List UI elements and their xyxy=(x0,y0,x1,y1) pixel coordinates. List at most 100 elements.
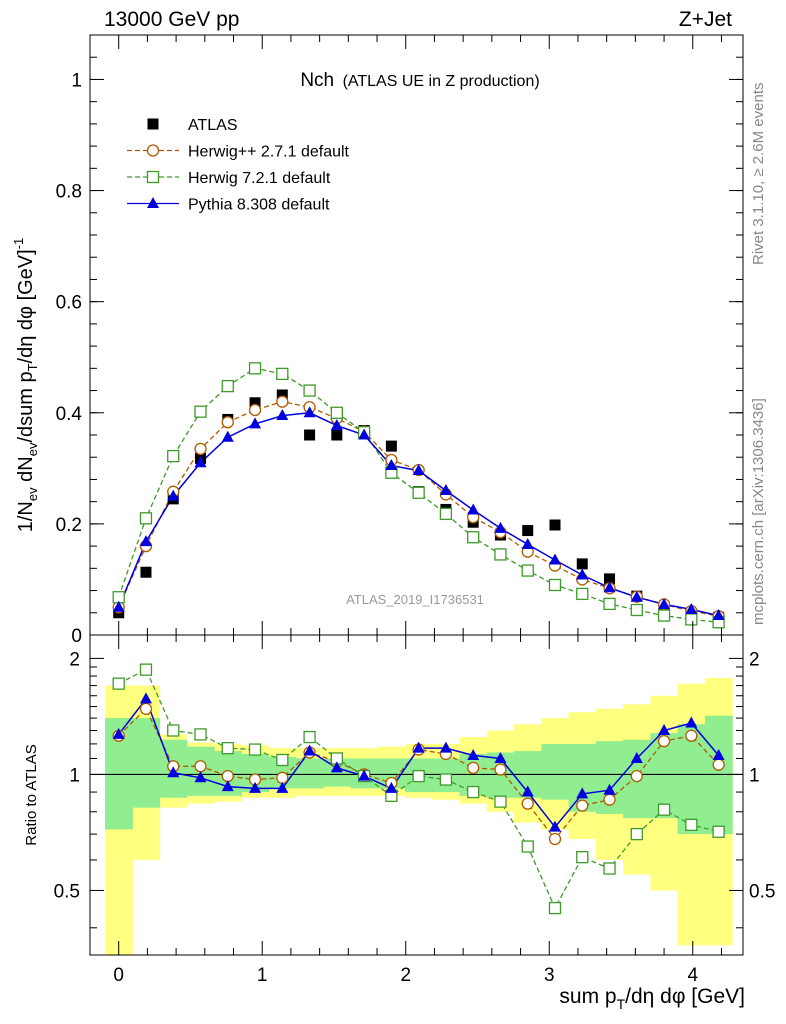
ratio-point-2-16 xyxy=(548,820,561,832)
ratio-point-2-7 xyxy=(303,744,316,756)
main-point-3-22 xyxy=(712,609,725,621)
main-point-3-17 xyxy=(576,568,589,580)
main-panel: 0 0.2 0.4 0.6 0.8 1 Nch (ATLAS UE in Z produc… xyxy=(11,34,744,647)
main-point-3-18 xyxy=(603,581,616,593)
ratio-point-1-4 xyxy=(221,741,234,755)
main-point-0-5 xyxy=(249,397,261,409)
ratio-point-1-15 xyxy=(521,840,534,853)
main-point-2-4 xyxy=(221,379,234,393)
ratio-point-2-22 xyxy=(712,748,725,760)
ratio-point-1-18 xyxy=(603,862,616,875)
ratio-ytick-label-0: 0.5 xyxy=(54,881,80,902)
legend-marker-2 xyxy=(146,170,160,184)
ratio-point-0-19 xyxy=(630,769,643,783)
ratio-point-1-13 xyxy=(467,785,480,799)
ratio-point-0-3 xyxy=(194,760,207,773)
main-point-2-19 xyxy=(630,603,643,617)
ratio-point-2-2 xyxy=(167,766,180,778)
ratio-point-1-7 xyxy=(303,730,316,744)
main-point-0-10 xyxy=(385,440,397,452)
main-point-3-9 xyxy=(358,428,371,440)
main-title-main: Nch xyxy=(300,70,334,91)
main-point-2-8 xyxy=(330,406,343,419)
ratio-ytick-label-right-2: 2 xyxy=(749,649,760,670)
ratio-y-ticks: 0.5 0.5 1 1 2 2 xyxy=(54,649,775,929)
ratio-point-1-22 xyxy=(712,825,725,838)
main-point-3-8 xyxy=(330,419,343,431)
main-point-2-18 xyxy=(603,597,616,611)
main-title-sub: (ATLAS UE in Z production) xyxy=(343,73,540,90)
main-point-2-20 xyxy=(657,609,671,622)
main-point-3-19 xyxy=(630,590,643,602)
ratio-point-2-4 xyxy=(221,780,234,792)
legend-marker-3 xyxy=(147,197,159,208)
main-point-3-10 xyxy=(385,459,398,471)
ratio-point-2-6 xyxy=(276,781,289,793)
xtick-label-3: 3 xyxy=(544,965,555,986)
ratio-series-line-1 xyxy=(118,668,719,910)
main-point-3-7 xyxy=(303,406,316,418)
ratio-point-2-20 xyxy=(658,724,671,736)
main-point-3-4 xyxy=(221,430,234,442)
ratio-point-2-12 xyxy=(439,741,452,753)
legend-marker-1 xyxy=(146,144,160,157)
main-point-3-1 xyxy=(139,535,152,547)
ratio-point-1-21 xyxy=(685,818,698,831)
main-point-2-17 xyxy=(576,587,589,601)
ratio-point-1-14 xyxy=(494,795,507,808)
ratio-point-1-12 xyxy=(439,773,453,786)
ratio-point-2-17 xyxy=(576,787,589,799)
ratio-point-2-10 xyxy=(385,781,398,793)
xtick-label-1: 1 xyxy=(257,965,268,986)
ratio-ytick-label-2: 2 xyxy=(69,649,80,670)
ratio-point-0-16 xyxy=(548,832,562,846)
ratio-point-0-13 xyxy=(467,761,480,775)
main-point-3-11 xyxy=(412,464,425,476)
legend-label-3: Pythia 8.308 default xyxy=(188,197,330,214)
ratio-point-1-0 xyxy=(112,677,125,690)
ratio-point-2-11 xyxy=(412,741,425,753)
main-point-1-5 xyxy=(248,403,262,417)
ratio-point-2-1 xyxy=(139,692,152,704)
legend-label-2: Herwig 7.2.1 default xyxy=(188,170,331,187)
main-point-0-8 xyxy=(331,429,343,441)
ratio-point-1-16 xyxy=(548,901,562,915)
xtick-label-2: 2 xyxy=(400,965,411,986)
main-point-0-6 xyxy=(276,389,288,401)
main-point-0-17 xyxy=(576,558,588,570)
ratio-point-0-1 xyxy=(139,702,153,715)
main-point-2-1 xyxy=(139,512,153,525)
legend-label-0: ATLAS xyxy=(188,117,238,134)
ratio-ytick-label-right-1: 1 xyxy=(749,765,760,786)
ratio-panel: 0.5 0.5 1 1 2 2 0 1 2 3 4 Ratio to ATLAS sum pT/d… xyxy=(23,35,775,1012)
main-ytick-label-2: 0.4 xyxy=(56,404,83,425)
main-point-2-21 xyxy=(685,613,698,626)
ratio-panel-frame xyxy=(89,634,744,956)
main-title: Nch (ATLAS UE in Z production) xyxy=(300,70,539,91)
ratio-ytick-label-1: 1 xyxy=(69,765,80,786)
main-point-0-18 xyxy=(604,573,616,585)
ratio-point-2-18 xyxy=(603,783,616,795)
main-point-2-14 xyxy=(494,548,507,561)
legend: ATLAS Herwig++ 2.7.1 default Herwig 7.2.1 … xyxy=(127,117,350,214)
ratio-point-2-8 xyxy=(330,761,343,773)
ratio-point-0-21 xyxy=(685,729,698,742)
ratio-point-2-15 xyxy=(521,785,534,797)
ratio-point-1-1 xyxy=(139,663,153,676)
xtick-label-4: 4 xyxy=(687,965,698,986)
header-left-label: 13000 GeV pp xyxy=(104,8,239,31)
x-axis-label: sum pT/dη dφ [GeV] xyxy=(559,985,745,1012)
ratio-point-0-15 xyxy=(521,797,534,810)
ratio-y-axis-label: Ratio to ATLAS xyxy=(23,744,40,845)
main-point-0-16 xyxy=(549,519,561,531)
ratio-band-inner-1 xyxy=(132,718,161,808)
ratio-point-0-14 xyxy=(494,763,507,776)
main-y-axis-label: 1/Nev dNev/dsum pT/dη dφ [GeV]-1 xyxy=(11,238,40,533)
main-point-3-13 xyxy=(467,503,480,515)
main-point-3-15 xyxy=(521,537,534,549)
main-point-3-16 xyxy=(548,553,561,565)
main-ytick-label-3: 0.6 xyxy=(56,293,82,314)
ratio-point-1-3 xyxy=(194,728,207,741)
main-y-ticks: 0 0.2 0.4 0.6 0.8 1 xyxy=(56,56,743,647)
